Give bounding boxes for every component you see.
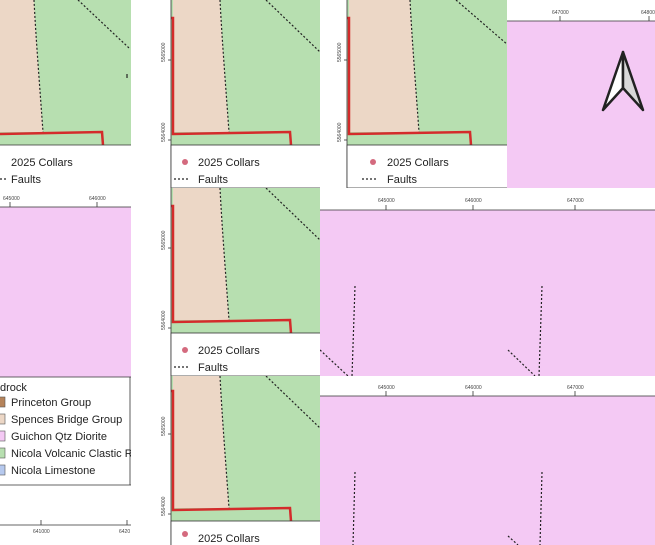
map-canvas: 5565000 5564000 2025 Collars Faults (160, 188, 320, 376)
tick-label-e647: 647000 (567, 198, 584, 204)
legend-faults-label: Faults (387, 174, 417, 186)
legend-collars-label: 2025 Collars (11, 157, 73, 169)
map-tile-r2-a: 645000 646000 drock Princeton Group Spenc… (0, 188, 131, 545)
tick-label-e646: 646000 (89, 196, 106, 202)
map-canvas: 645000 646000 drock Princeton Group Spenc… (0, 188, 131, 535)
collar-marker-icon (370, 159, 376, 165)
legend-unit-label: Nicola Volcanic Clastic Ro (11, 448, 131, 460)
collar-marker-icon (182, 531, 188, 537)
map-tile-r1-c: 5565000 5564000 2025 Collars Faults (320, 0, 508, 188)
tick-label-n5564: 5564000 (161, 122, 167, 142)
legend-unit-label: Princeton Group (11, 397, 91, 409)
legend-collars-label: 2025 Collars (387, 157, 449, 169)
map-canvas: 5565000 5564000 2025 Collars Faults (320, 0, 508, 188)
tick-label-n5564: 5564000 (337, 122, 343, 142)
tick-label-e645: 645000 (3, 196, 20, 202)
tick-label-n5565: 5565000 (161, 416, 167, 436)
bedrock-heading: drock (0, 382, 27, 394)
fault-line (33, 0, 44, 133)
bedrock-legend (0, 377, 131, 485)
legend-swatch (0, 447, 6, 459)
legend-box (171, 521, 320, 545)
tick-label-n5565: 5565000 (161, 230, 167, 250)
map-canvas: 645000 646000 647000 (320, 188, 655, 376)
north-arrow-icon (601, 50, 645, 112)
fault-line (351, 285, 356, 376)
tick-label-e645: 645000 (378, 385, 395, 391)
tick-label-e648: 648000 (641, 10, 655, 16)
legend-swatch (0, 430, 6, 442)
map-canvas: 5565000 5564000 2025 Collars Faults (160, 0, 320, 188)
fault-line (219, 188, 230, 321)
legend-collars-label: 2025 Collars (198, 533, 260, 545)
fault-line (409, 0, 420, 133)
map-canvas: 5565000 5564000 2025 Collars (160, 376, 320, 545)
map-tile-r2-b: 5565000 5564000 2025 Collars Faults (160, 188, 320, 376)
map-tile-r2-c: 645000 646000 647000 (320, 188, 655, 376)
tick-label-e645: 645000 (378, 198, 395, 204)
fault-line (265, 0, 320, 53)
fault-line (265, 376, 320, 429)
legend-box (171, 145, 320, 188)
legend-unit-label: Guichon Qtz Diorite (11, 431, 107, 443)
legend-faults-label: Faults (198, 174, 228, 186)
fault-line (219, 376, 230, 509)
tick-label-n5565: 5565000 (161, 42, 167, 62)
legend-box (171, 333, 320, 376)
legend-faults-label: Faults (11, 174, 41, 186)
tick-label-e641: 641000 (33, 529, 50, 535)
legend-unit-label: Spences Bridge Group (11, 414, 122, 426)
map-canvas: 647000 648000 (507, 0, 655, 188)
fault-line (539, 471, 543, 545)
legend-faults-label: Faults (198, 362, 228, 374)
map-canvas: 2025 Collars Faults (0, 0, 131, 188)
map-tile-r3-b: 5565000 5564000 2025 Collars (160, 376, 320, 545)
fault-line (455, 0, 508, 46)
legend-swatch (0, 413, 6, 425)
tick-label-e642: 6420 (119, 529, 130, 535)
tick-label-n5564: 5564000 (161, 310, 167, 330)
legend-swatch (0, 464, 6, 476)
legend-box (347, 145, 508, 188)
legend-box (0, 145, 131, 188)
legend-collars-label: 2025 Collars (198, 157, 260, 169)
fault-line (538, 285, 543, 376)
tick-label-e646: 646000 (465, 385, 482, 391)
tick-label-e647: 647000 (552, 10, 569, 16)
fault-line (219, 0, 230, 133)
tick-label-e646: 646000 (465, 198, 482, 204)
claim-boundary (0, 130, 105, 146)
fault-line (352, 471, 356, 545)
map-canvas: 645000 646000 647000 (320, 376, 655, 545)
map-tile-r1-d: 647000 648000 (507, 0, 655, 188)
collar-marker-icon (182, 159, 188, 165)
legend-swatch (0, 396, 6, 408)
fault-line (265, 188, 320, 241)
collar-marker-icon (182, 347, 188, 353)
tick-label-n5565: 5565000 (337, 42, 343, 62)
map-tile-r1-a: 2025 Collars Faults (0, 0, 131, 188)
legend-collars-label: 2025 Collars (198, 345, 260, 357)
tick-label-n5564: 5564000 (161, 496, 167, 516)
map-tile-r1-b: 5565000 5564000 2025 Collars Faults (160, 0, 320, 188)
tick-label-e647: 647000 (567, 385, 584, 391)
legend-unit-label: Nicola Limestone (11, 465, 95, 477)
map-tile-r3-c: 645000 646000 647000 (320, 376, 655, 545)
